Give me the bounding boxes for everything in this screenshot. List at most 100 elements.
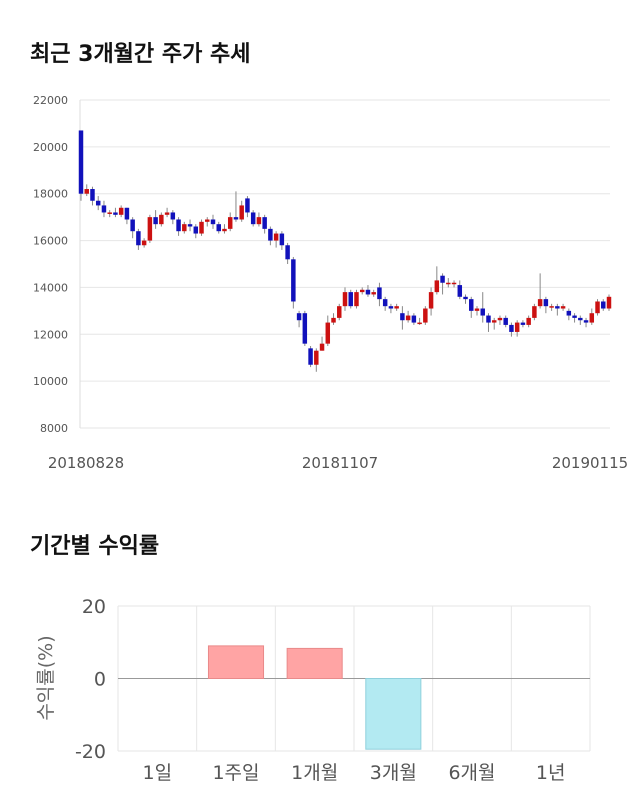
- stock-price-chart: 220002000018000160001400012000100008000 …: [33, 94, 628, 472]
- candle: [84, 184, 89, 197]
- candle: [124, 207, 130, 225]
- candle: [572, 313, 577, 323]
- candle-body: [486, 315, 491, 323]
- candle: [193, 224, 199, 239]
- candle: [457, 280, 463, 300]
- candle-body: [428, 292, 434, 309]
- date-x-axis: 20180828 20181107 20190115: [48, 454, 628, 472]
- candle: [262, 214, 267, 234]
- candle-body: [256, 217, 262, 225]
- candle: [601, 299, 606, 311]
- period-x-tick: 1주일: [212, 762, 259, 784]
- candle: [268, 226, 273, 246]
- candle-body: [319, 343, 325, 351]
- candle-body: [532, 306, 537, 318]
- candle-body: [411, 315, 417, 323]
- candle: [560, 303, 566, 311]
- candle: [497, 315, 503, 325]
- candle: [141, 238, 147, 248]
- date-x-tick: 20180828: [48, 454, 124, 472]
- candle-body: [440, 275, 445, 283]
- candle-body: [136, 231, 141, 246]
- stock-trend-title: 최근 3개월간 주가 추세: [30, 42, 251, 67]
- candle-body: [285, 245, 290, 260]
- candle: [514, 320, 520, 337]
- candle: [491, 317, 497, 330]
- candle: [159, 212, 164, 227]
- candle: [285, 242, 290, 264]
- period-x-axis: 1일 1주일 1개월 3개월 6개월 1년: [143, 762, 566, 784]
- candle-body: [446, 282, 451, 285]
- candle-body: [84, 189, 89, 194]
- candle: [606, 294, 612, 311]
- candle-body: [434, 280, 440, 293]
- candle: [273, 231, 279, 248]
- candle: [176, 217, 181, 236]
- candle-body: [273, 233, 279, 241]
- candle-body: [296, 313, 302, 321]
- candle: [164, 207, 170, 218]
- candle-body: [589, 313, 595, 323]
- candle: [388, 303, 394, 314]
- candle-body: [354, 292, 359, 307]
- candle-body: [170, 212, 176, 220]
- candle-body: [325, 322, 331, 344]
- return-bar: [207, 645, 265, 679]
- candle-body: [337, 306, 342, 318]
- candle-body: [514, 322, 520, 332]
- price-y-tick: 22000: [33, 94, 68, 107]
- candle-body: [239, 205, 244, 220]
- candle: [480, 292, 485, 323]
- candle: [394, 303, 399, 311]
- price-y-tick: 12000: [33, 328, 68, 341]
- candle-body: [176, 219, 181, 232]
- candle: [222, 224, 227, 234]
- candle-body: [233, 217, 239, 220]
- candle-body: [331, 317, 336, 323]
- candle: [216, 221, 221, 234]
- candle-body: [118, 207, 124, 215]
- candle: [245, 196, 250, 218]
- candle: [566, 308, 572, 321]
- candle-body: [153, 217, 158, 225]
- return-y-tick: 0: [94, 669, 106, 691]
- candle: [199, 219, 204, 236]
- candle-body: [187, 224, 193, 227]
- candle: [342, 287, 348, 311]
- candle: [595, 299, 600, 316]
- candle: [308, 346, 313, 368]
- candle: [417, 317, 422, 325]
- candle-body: [566, 310, 572, 316]
- candle-body: [606, 296, 612, 309]
- candle-body: [314, 350, 319, 365]
- candle: [532, 303, 537, 321]
- candle: [463, 294, 468, 304]
- candle: [400, 306, 405, 330]
- candle: [537, 273, 543, 309]
- candle: [107, 210, 112, 218]
- period-x-tick: 3개월: [370, 762, 417, 784]
- candle-body: [78, 130, 84, 194]
- candle-body: [526, 317, 531, 325]
- candle: [256, 212, 262, 227]
- candle-body: [359, 289, 365, 293]
- candle: [377, 282, 382, 307]
- candle-body: [302, 313, 308, 344]
- candle: [90, 186, 95, 206]
- candle-body: [405, 315, 411, 321]
- candle-body: [268, 228, 273, 241]
- candle: [227, 212, 233, 232]
- candle: [549, 303, 554, 311]
- candle-body: [250, 212, 256, 225]
- candle-body: [480, 308, 485, 316]
- candle-body: [509, 324, 514, 332]
- candle: [147, 214, 153, 243]
- candle-body: [503, 317, 508, 325]
- return-y-axis: 20 0 -20: [75, 596, 106, 763]
- candle: [250, 210, 256, 227]
- candle: [331, 313, 336, 325]
- candle-body: [549, 306, 554, 308]
- candle: [296, 310, 302, 328]
- return-bar: [286, 647, 343, 679]
- candle: [78, 130, 84, 201]
